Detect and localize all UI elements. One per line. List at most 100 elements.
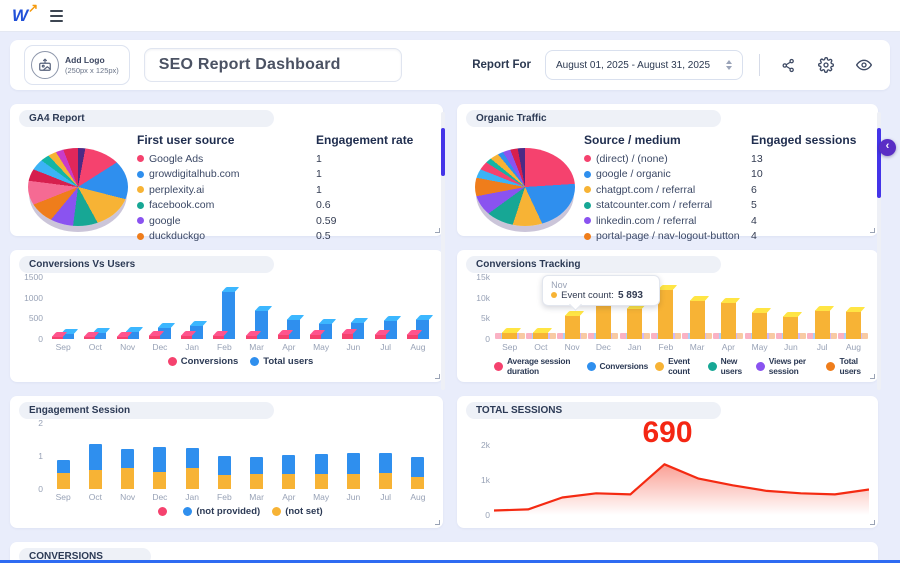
bar-group[interactable] — [402, 423, 434, 489]
resize-grip[interactable] — [435, 374, 440, 379]
stacked-bar[interactable] — [379, 453, 392, 489]
stacked-bar[interactable] — [153, 447, 166, 489]
bar[interactable] — [658, 289, 673, 339]
stacked-bar[interactable] — [315, 454, 328, 489]
stacked-bar[interactable] — [89, 444, 102, 489]
bar-group[interactable] — [144, 277, 176, 339]
legend-item[interactable]: Total users — [826, 356, 869, 376]
resize-grip[interactable] — [870, 520, 875, 525]
conversions-tracking-chart[interactable]: 05k10k15kNov Event count: 5 893SepOctNov… — [466, 277, 869, 376]
bar-group[interactable] — [494, 277, 525, 339]
bar-group[interactable] — [241, 423, 273, 489]
conversions-vs-users-chart[interactable]: 050010001500SepOctNovDecJanFebMarAprMayJ… — [19, 277, 434, 367]
legend-item[interactable]: Conversions — [587, 361, 649, 371]
resize-grip[interactable] — [435, 228, 440, 233]
bar-group[interactable] — [337, 277, 369, 339]
organic-pie-chart[interactable] — [475, 148, 575, 226]
stacked-bar[interactable] — [282, 455, 295, 489]
bar[interactable] — [565, 315, 580, 339]
bar-group[interactable] — [682, 277, 713, 339]
bar-group[interactable] — [807, 277, 838, 339]
bar[interactable] — [846, 311, 861, 339]
bar[interactable] — [84, 336, 95, 339]
brand-logo[interactable]: W ↗ — [12, 6, 34, 26]
settings-button[interactable] — [814, 53, 838, 77]
bar-group[interactable] — [176, 423, 208, 489]
bar-group[interactable] — [47, 277, 79, 339]
bar-group[interactable] — [273, 423, 305, 489]
preview-eye-button[interactable] — [852, 53, 876, 77]
legend-item[interactable]: Total users — [250, 356, 313, 367]
date-range-select[interactable]: August 01, 2025 - August 31, 2025 — [545, 50, 743, 80]
bar-group[interactable] — [273, 277, 305, 339]
bar[interactable] — [181, 335, 192, 339]
bar-group[interactable] — [176, 277, 208, 339]
report-title-input[interactable]: SEO Report Dashboard — [144, 48, 402, 82]
stacked-bar[interactable] — [250, 457, 263, 489]
stacked-bar[interactable] — [218, 456, 231, 489]
bar-group[interactable] — [112, 277, 144, 339]
stacked-bar[interactable] — [57, 460, 70, 489]
inner-scrollbar-left[interactable] — [441, 112, 445, 390]
bar[interactable] — [783, 316, 798, 339]
share-button[interactable] — [776, 53, 800, 77]
bar[interactable] — [502, 332, 517, 339]
bar-group[interactable] — [337, 423, 369, 489]
bar-group[interactable] — [144, 423, 176, 489]
stacked-bar[interactable] — [121, 449, 134, 489]
bar[interactable] — [52, 336, 63, 339]
bar-group[interactable] — [47, 423, 79, 489]
bar[interactable] — [278, 334, 289, 339]
bar[interactable] — [117, 336, 128, 339]
bar-group[interactable] — [241, 277, 273, 339]
bar[interactable] — [310, 334, 321, 339]
stacked-bar[interactable] — [411, 457, 424, 489]
bar-group[interactable] — [79, 423, 111, 489]
bar-group[interactable] — [305, 423, 337, 489]
total-sessions-chart[interactable]: 01k2k — [466, 445, 869, 515]
bar-group[interactable] — [370, 423, 402, 489]
collapse-panel-button[interactable]: ‹ — [879, 139, 896, 156]
stacked-bar[interactable] — [347, 453, 360, 489]
bar[interactable] — [407, 334, 418, 339]
bar-group[interactable] — [79, 277, 111, 339]
bar-group[interactable] — [208, 277, 240, 339]
legend-item[interactable]: (not set) — [272, 506, 322, 517]
inner-scrollbar-right[interactable] — [877, 112, 881, 390]
bar[interactable] — [752, 312, 767, 339]
legend-item[interactable]: Average session duration — [494, 356, 580, 376]
scrollbar-thumb[interactable] — [877, 128, 881, 198]
bar-group[interactable] — [305, 277, 337, 339]
bar[interactable] — [213, 335, 224, 339]
stacked-bar[interactable] — [186, 448, 199, 489]
bar[interactable] — [375, 334, 386, 339]
bar[interactable] — [627, 308, 642, 339]
bar-group[interactable] — [838, 277, 869, 339]
legend-item[interactable] — [158, 507, 171, 516]
bar[interactable] — [690, 300, 705, 339]
bar-group[interactable] — [112, 423, 144, 489]
add-logo-button[interactable]: Add Logo (250px x 125px) — [24, 45, 130, 85]
legend-item[interactable]: (not provided) — [183, 506, 260, 517]
resize-grip[interactable] — [870, 374, 875, 379]
bar-group[interactable] — [402, 277, 434, 339]
bar-group[interactable] — [744, 277, 775, 339]
resize-grip[interactable] — [435, 520, 440, 525]
legend-item[interactable]: Conversions — [168, 356, 239, 367]
bar[interactable] — [721, 302, 736, 339]
bar[interactable] — [246, 335, 257, 339]
bar-group[interactable] — [208, 423, 240, 489]
legend-item[interactable]: Event count — [655, 356, 701, 376]
bar-group[interactable] — [370, 277, 402, 339]
bar[interactable] — [342, 333, 353, 339]
legend-item[interactable]: Views per session — [756, 356, 820, 376]
scrollbar-thumb[interactable] — [441, 128, 445, 176]
bar[interactable] — [815, 310, 830, 339]
bar-group[interactable] — [775, 277, 806, 339]
bar-group[interactable] — [713, 277, 744, 339]
ga4-pie-chart[interactable] — [28, 148, 128, 226]
engagement-session-chart[interactable]: 012SepOctNovDecJanFebMarAprMayJunJulAug(… — [19, 423, 434, 517]
resize-grip[interactable] — [870, 228, 875, 233]
bar[interactable] — [533, 332, 548, 339]
menu-icon[interactable] — [50, 10, 63, 22]
